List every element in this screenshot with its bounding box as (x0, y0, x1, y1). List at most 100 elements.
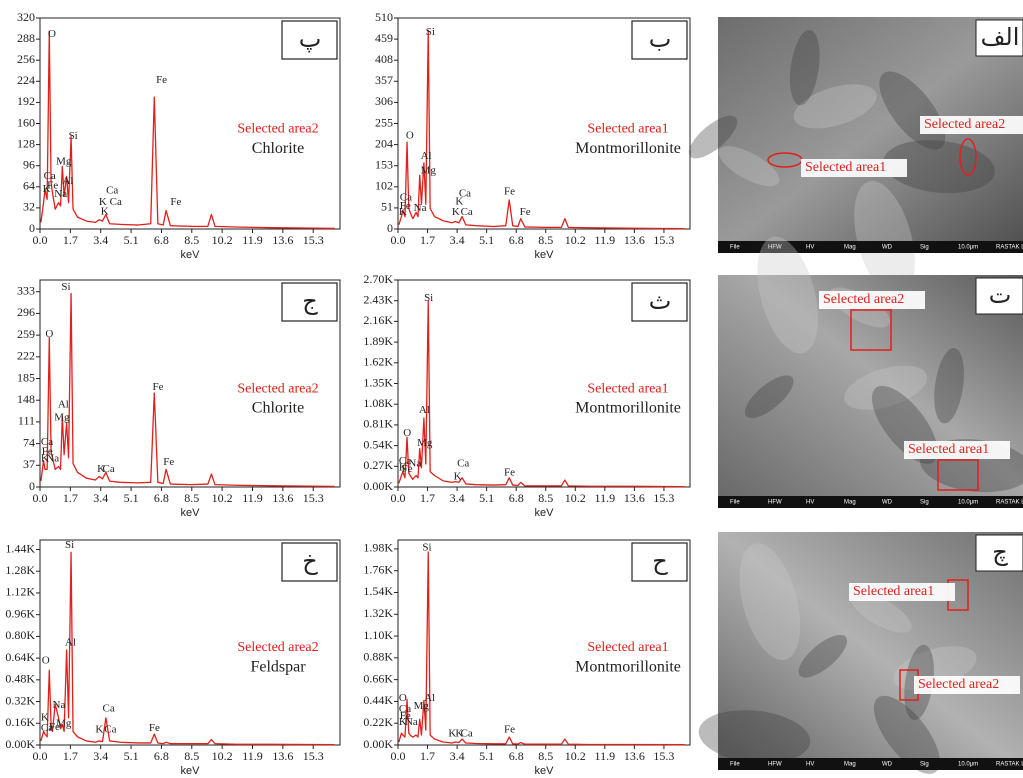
element-label: Ca (399, 455, 411, 467)
sem-texture (789, 29, 820, 106)
info-text: Sig (920, 762, 929, 768)
info-text: File (730, 500, 740, 506)
y-tick-label: 256 (17, 52, 35, 66)
x-tick-label: 5.1 (124, 749, 139, 763)
y-tick-label: 0.64K (5, 650, 35, 664)
y-tick-label: 0.48K (5, 672, 35, 686)
element-label: Ca (461, 728, 473, 740)
x-tick-label: 15.3 (303, 749, 324, 763)
panel-label: پ (299, 25, 322, 53)
element-label: K (399, 461, 407, 473)
spectrum-line (398, 300, 685, 488)
y-tick-label: 37 (23, 457, 35, 471)
x-tick-label: 0.0 (33, 749, 48, 763)
sem-texture (744, 375, 794, 419)
y-tick-label: 259 (17, 327, 35, 341)
x-tick-label: 3.4 (450, 233, 465, 247)
x-tick-label: 3.4 (450, 491, 465, 505)
info-text: Sig (920, 500, 929, 506)
info-text: RASTAK Lab. (996, 762, 1023, 768)
element-label: Al (424, 692, 435, 704)
element-label: K (455, 196, 463, 208)
panel-label-box (281, 542, 338, 582)
y-tick-label: 408 (375, 52, 393, 66)
x-tick-label: 11.9 (595, 233, 616, 247)
y-tick-label: 333 (17, 283, 35, 297)
panel-label: ب (649, 25, 672, 53)
y-tick-label: 1.44K (5, 541, 35, 555)
x-tick-label: 5.1 (479, 233, 494, 247)
element-label: O (45, 328, 53, 340)
element-label: Na (53, 699, 66, 711)
element-label: Al (421, 150, 432, 162)
element-label: Na (408, 458, 421, 470)
x-tick-label: 3.4 (450, 749, 465, 763)
element-label: K (99, 196, 107, 208)
panel-label-box (631, 542, 688, 582)
x-tick-label: 0.0 (391, 749, 406, 763)
element-label: Fe (520, 206, 531, 218)
x-tick-label: 11.9 (242, 491, 263, 505)
spectrum-line (40, 30, 335, 229)
panel-label-box (281, 282, 338, 322)
element-label: Fe (153, 381, 164, 393)
element-label: Na (414, 202, 427, 214)
y-tick-label: 0.54K (363, 437, 393, 451)
image-label-box (975, 534, 1023, 572)
image-label-box (975, 19, 1023, 57)
element-label: O (406, 129, 414, 141)
x-axis-label: keV (535, 765, 555, 777)
y-tick-label: 0.88K (363, 650, 393, 664)
y-tick-label: 224 (17, 73, 35, 87)
x-tick-label: 13.6 (624, 749, 645, 763)
y-tick-label: 222 (17, 349, 35, 363)
sem-texture (850, 592, 912, 633)
info-text: WD (882, 245, 893, 251)
image-label-box (975, 277, 1023, 315)
x-tick-label: 13.6 (272, 749, 293, 763)
element-label: Fe (149, 722, 160, 734)
y-tick-label: 0.44K (363, 693, 393, 707)
y-tick-label: 1.76K (363, 562, 393, 576)
sem-image (718, 17, 1023, 253)
element-label: Fe (49, 721, 60, 733)
area-label: Selected area2 (823, 292, 904, 307)
element-label: O (48, 28, 56, 40)
info-text: File (730, 245, 740, 251)
element-label: K (101, 205, 109, 217)
mineral-name: Chlorite (252, 400, 304, 417)
x-tick-label: 15.3 (653, 233, 674, 247)
y-tick-label: 0.27K (363, 458, 393, 472)
y-tick-label: 148 (17, 392, 35, 406)
panel-label-box (631, 282, 688, 322)
area-label-bg (801, 159, 907, 177)
y-tick-label: 0.22K (363, 715, 393, 729)
y-tick-label: 0.00K (363, 737, 393, 751)
element-label: Fe (47, 180, 58, 192)
info-text: RASTAK Lab. (996, 500, 1023, 506)
mineral-name: Montmorillonite (575, 400, 681, 417)
info-text: WD (882, 762, 893, 768)
element-label: Mg (54, 411, 70, 423)
selected-area-outline (850, 309, 892, 351)
sem-image (718, 275, 1023, 508)
element-label: Si (69, 130, 78, 142)
y-tick-label: 0 (29, 479, 35, 493)
element-label: Al (419, 404, 430, 416)
element-label: Na (54, 188, 67, 200)
sem-texture (718, 146, 780, 187)
info-text: Mag (844, 245, 856, 251)
x-tick-label: 5.1 (124, 233, 139, 247)
y-tick-label: 0.80K (5, 628, 35, 642)
x-axis-label: keV (535, 249, 555, 261)
element-label: K (452, 206, 460, 218)
y-tick-label: 102 (375, 179, 393, 193)
sem-texture (739, 543, 801, 661)
x-tick-label: 5.1 (124, 491, 139, 505)
spectrum-line (398, 551, 685, 746)
selected-area-outline (937, 459, 979, 491)
y-tick-label: 255 (375, 115, 393, 129)
info-text: 10.0μm (958, 245, 978, 251)
